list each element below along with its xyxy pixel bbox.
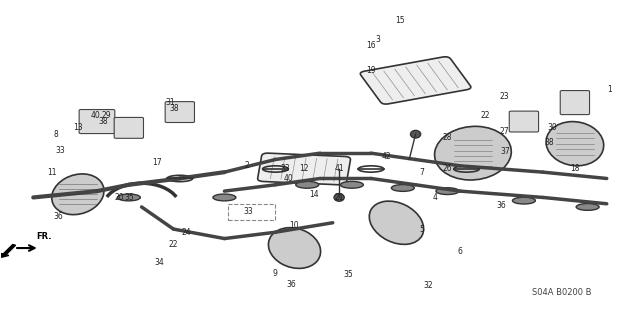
Text: 15: 15 bbox=[395, 16, 404, 25]
Text: 18: 18 bbox=[570, 165, 580, 174]
Text: 11: 11 bbox=[47, 168, 57, 177]
Ellipse shape bbox=[546, 122, 604, 166]
Text: 5: 5 bbox=[419, 225, 424, 234]
Text: 31: 31 bbox=[166, 98, 175, 107]
Text: 20: 20 bbox=[115, 193, 124, 202]
Text: 21: 21 bbox=[334, 193, 344, 202]
Text: 23: 23 bbox=[500, 92, 509, 101]
Text: 10: 10 bbox=[290, 221, 300, 230]
Ellipse shape bbox=[52, 174, 104, 215]
Text: 24: 24 bbox=[181, 228, 191, 237]
Text: 13: 13 bbox=[73, 123, 83, 132]
Text: 38: 38 bbox=[99, 117, 108, 126]
Text: S04A B0200 B: S04A B0200 B bbox=[532, 288, 592, 297]
Text: 6: 6 bbox=[458, 247, 463, 256]
Text: 35: 35 bbox=[344, 271, 353, 279]
Text: 30: 30 bbox=[548, 123, 557, 132]
Ellipse shape bbox=[296, 182, 319, 188]
Text: 38: 38 bbox=[170, 104, 180, 113]
Text: 12: 12 bbox=[300, 165, 309, 174]
FancyBboxPatch shape bbox=[360, 57, 471, 104]
Text: 14: 14 bbox=[309, 190, 319, 199]
Text: 29: 29 bbox=[102, 111, 111, 120]
Text: 2: 2 bbox=[244, 161, 249, 170]
Text: 3: 3 bbox=[375, 35, 380, 44]
Text: 36: 36 bbox=[287, 280, 296, 289]
Ellipse shape bbox=[213, 194, 236, 201]
Ellipse shape bbox=[334, 194, 344, 201]
Ellipse shape bbox=[513, 197, 536, 204]
Text: 38: 38 bbox=[545, 137, 554, 147]
Text: 1: 1 bbox=[607, 85, 612, 94]
Text: 33: 33 bbox=[280, 165, 290, 174]
Ellipse shape bbox=[268, 228, 321, 268]
Ellipse shape bbox=[392, 185, 414, 191]
Bar bbox=[228, 204, 275, 219]
Text: 37: 37 bbox=[500, 147, 509, 156]
Text: 33: 33 bbox=[56, 145, 65, 154]
Ellipse shape bbox=[340, 182, 364, 188]
Ellipse shape bbox=[117, 194, 140, 201]
FancyBboxPatch shape bbox=[165, 102, 195, 122]
Text: 35: 35 bbox=[124, 193, 134, 202]
Text: 22: 22 bbox=[169, 241, 178, 249]
FancyBboxPatch shape bbox=[509, 111, 539, 132]
Text: 42: 42 bbox=[382, 152, 392, 161]
Text: 28: 28 bbox=[443, 133, 452, 142]
Text: 41: 41 bbox=[334, 165, 344, 174]
Text: 40: 40 bbox=[284, 174, 293, 183]
Text: 9: 9 bbox=[273, 269, 278, 278]
FancyBboxPatch shape bbox=[258, 153, 351, 185]
Text: 36: 36 bbox=[497, 201, 506, 210]
Ellipse shape bbox=[436, 188, 459, 195]
FancyBboxPatch shape bbox=[114, 117, 143, 138]
Text: 4: 4 bbox=[432, 193, 437, 202]
Text: 17: 17 bbox=[153, 158, 163, 167]
Text: 34: 34 bbox=[154, 258, 164, 267]
Text: 26: 26 bbox=[443, 165, 452, 174]
Text: 40: 40 bbox=[91, 111, 100, 120]
Text: FR.: FR. bbox=[36, 233, 52, 241]
FancyArrow shape bbox=[0, 245, 15, 257]
Ellipse shape bbox=[576, 204, 599, 210]
Text: 16: 16 bbox=[366, 41, 376, 50]
FancyBboxPatch shape bbox=[79, 109, 115, 134]
FancyBboxPatch shape bbox=[560, 91, 589, 115]
Ellipse shape bbox=[435, 126, 511, 180]
Text: 7: 7 bbox=[419, 168, 424, 177]
Text: 8: 8 bbox=[53, 130, 58, 139]
Text: 32: 32 bbox=[424, 281, 433, 291]
Ellipse shape bbox=[410, 130, 420, 138]
Ellipse shape bbox=[369, 201, 424, 244]
Text: 27: 27 bbox=[500, 127, 509, 136]
Text: 36: 36 bbox=[54, 212, 63, 221]
Text: 19: 19 bbox=[366, 66, 376, 76]
Text: 33: 33 bbox=[244, 207, 253, 216]
Text: 22: 22 bbox=[481, 111, 490, 120]
